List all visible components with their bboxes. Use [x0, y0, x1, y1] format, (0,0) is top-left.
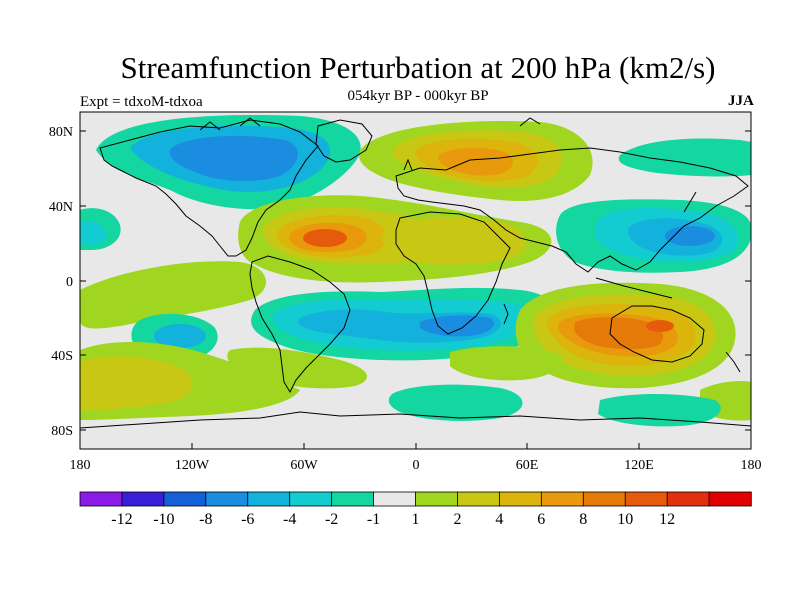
colorbar-swatch: [331, 491, 375, 507]
colorbar-label: 10: [617, 511, 633, 528]
contour-negative-south-atlantic-core: [420, 315, 494, 337]
coastline-africa: [395, 211, 511, 335]
coastline-new-zealand: [725, 351, 741, 373]
experiment-label: Expt = tdxoM-tdxoa: [80, 94, 203, 110]
contour-negative-west-edge-l2: [80, 220, 107, 245]
contour-positive-southern-ocean-east: [388, 384, 523, 421]
colorbar-swatch: [708, 491, 752, 507]
colorbar-label: -10: [153, 511, 174, 528]
colorbar-label: 6: [537, 511, 545, 528]
x-tick-label: 60W: [290, 458, 318, 473]
colorbar-swatch: [163, 491, 207, 507]
colorbar-swatch: [457, 491, 501, 507]
colorbar-label: 12: [659, 511, 675, 528]
season-label: JJA: [728, 93, 754, 109]
colorbar: -12 -10 -8 -6 -4 -2 -1 1 2 4 6 8 10 12: [79, 491, 752, 528]
colorbar-swatch: [247, 491, 291, 507]
colorbar-swatch: [205, 491, 249, 507]
colorbar-label: -8: [199, 511, 212, 528]
contour-positive-east-pacific: [80, 261, 267, 329]
colorbar-label: 1: [412, 511, 420, 528]
x-tick-label: 120W: [175, 458, 210, 473]
x-tick-label: 180: [70, 458, 91, 473]
y-tick-label: 0: [66, 275, 73, 290]
contour-positive-southern-ocean-mid: [227, 347, 367, 389]
colorbar-swatch: [289, 491, 333, 507]
coastline-greenland: [315, 119, 373, 163]
coastline-japan: [683, 191, 697, 213]
colorbar-swatch: [121, 491, 165, 507]
y-tick-label: 40S: [51, 349, 73, 364]
contour-field: [80, 112, 751, 449]
colorbar-label: 4: [495, 511, 503, 528]
colorbar-label: -6: [241, 511, 254, 528]
colorbar-label: 2: [453, 511, 461, 528]
y-tick-labels: 80N 40N 0 40S 80S: [49, 125, 73, 439]
coastline-arctic-islands: [199, 117, 541, 131]
coastline-indonesia: [595, 277, 673, 299]
coastline-madagascar: [503, 303, 509, 325]
y-tick-label: 80N: [49, 125, 73, 140]
x-tick-label: 60E: [516, 458, 539, 473]
contour-positive-eurasia-core: [438, 147, 513, 176]
coastline-uk: [403, 158, 413, 171]
coastlines: [80, 117, 751, 429]
contour-negative-west-pacific-core: [665, 226, 715, 246]
contour-positive-australia-core: [646, 320, 674, 332]
x-tick-label: 120E: [624, 458, 654, 473]
x-tick-labels: 180 120W 60W 0 60E 120E 180: [70, 458, 762, 473]
contour-positive-atlantic-core: [303, 229, 347, 247]
coastline-antarctica: [80, 411, 751, 429]
contour-positive-southern-ocean-west-l2: [80, 356, 193, 410]
contour-negative-south-pacific-core: [154, 324, 206, 348]
colorbar-swatch: [582, 491, 626, 507]
colorbar-label: -1: [367, 511, 380, 528]
x-ticks: [79, 443, 752, 449]
coastline-north-america: [99, 119, 319, 257]
colorbar-swatch: [540, 491, 584, 507]
colorbar-label: -2: [325, 511, 338, 528]
colorbar-swatch: [415, 491, 459, 507]
x-tick-label: 0: [413, 458, 420, 473]
colorbar-swatch: [498, 491, 543, 507]
y-ticks: [80, 130, 751, 431]
chart-title: Streamfunction Perturbation at 200 hPa (…: [120, 50, 716, 85]
colorbar-label: -12: [111, 511, 132, 528]
colorbar-swatch: [666, 491, 710, 507]
contour-positive-southern-ocean-mid2: [450, 346, 563, 381]
colorbar-label: -4: [283, 511, 296, 528]
x-tick-label: 180: [741, 458, 762, 473]
contour-positive-north-africa: [382, 217, 527, 265]
contour-positive-australia-l5: [574, 317, 664, 350]
colorbar-label: 8: [579, 511, 587, 528]
y-tick-label: 40N: [49, 200, 73, 215]
coastline-south-america: [249, 255, 351, 394]
contour-negative-north-america-core: [169, 135, 298, 182]
y-tick-label: 80S: [51, 424, 73, 439]
colorbar-swatch: [79, 491, 123, 507]
colorbar-swatch: [624, 491, 668, 507]
chart-subtitle: 054kyr BP - 000kyr BP: [347, 88, 489, 104]
colorbar-swatch: [373, 491, 417, 507]
contour-negative-north-pacific-east: [618, 138, 751, 177]
coastline-australia: [609, 305, 705, 363]
coastline-europe-asia: [395, 147, 749, 273]
